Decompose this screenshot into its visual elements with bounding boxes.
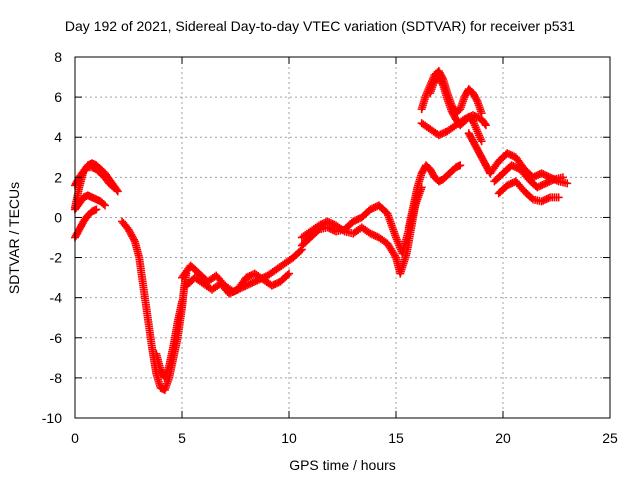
axis-ticks: 0 5 10 15 20 25 -10 -8 -6 -4 -2 0 2 4 6 8 [42,49,618,446]
x-axis-label: GPS time / hours [289,457,396,473]
data-point [558,173,567,182]
data-point [285,269,293,278]
data-points [71,67,572,394]
data-point [178,297,186,306]
data-point [563,179,572,188]
y-tick-label: -4 [50,290,63,306]
x-tick-label: 0 [71,430,79,446]
y-axis-label: SDTVAR / TECUs [6,181,22,295]
data-point [544,194,553,203]
grid-lines [75,57,610,418]
data-point [548,176,557,185]
data-point [109,183,118,192]
data-point [480,119,489,128]
data-point [99,200,108,209]
data-point [456,161,465,170]
chart-title: Day 192 of 2021, Sidereal Day-to-day VTE… [64,18,576,34]
data-point [113,187,122,196]
data-point [527,194,536,203]
x-tick-label: 20 [495,430,511,446]
x-tick-label: 5 [178,430,186,446]
data-point [338,226,347,235]
y-tick-label: -2 [50,250,63,266]
data-point [438,79,447,88]
data-point [477,137,486,146]
y-tick-label: -8 [50,370,63,386]
y-tick-label: 0 [54,209,62,225]
data-point [82,164,91,173]
plot-frame [74,56,611,419]
y-tick-label: -10 [42,410,62,426]
data-point [472,95,481,104]
data-point [130,235,139,244]
data-point [108,182,117,191]
data-point [283,270,292,279]
x-tick-label: 10 [281,430,297,446]
data-point [554,193,563,202]
data-point [390,251,399,260]
data-point [296,246,305,255]
y-tick-label: -6 [50,330,63,346]
y-tick-label: 2 [54,169,62,185]
y-tick-label: 6 [54,89,62,105]
x-tick-label: 15 [388,430,404,446]
data-point [481,121,490,130]
y-tick-label: 8 [54,49,62,65]
data-point [92,205,101,214]
x-tick-label: 25 [602,430,618,446]
data-point [100,201,109,210]
y-tick-label: 4 [54,129,62,145]
